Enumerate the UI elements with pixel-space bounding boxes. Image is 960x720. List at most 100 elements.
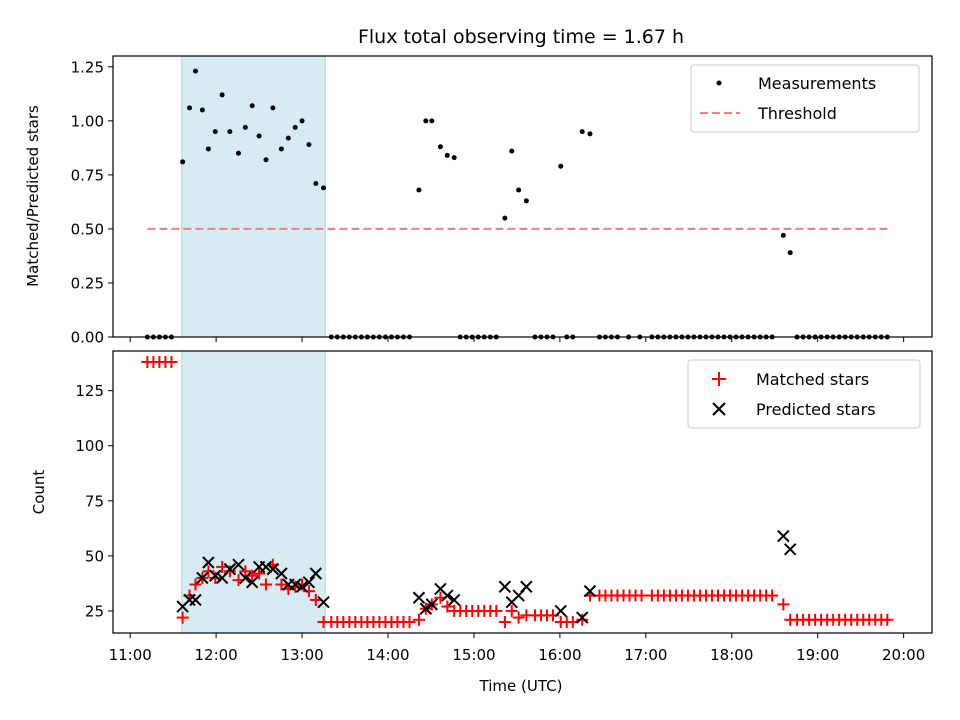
x-tick-label: 19:00 — [796, 646, 839, 664]
top-axes: 0.00 0.25 0.50 0.75 1.00 1.25 Matched/Predict… — [24, 55, 933, 347]
measurement-point — [227, 129, 233, 135]
measurement-point — [321, 185, 327, 191]
predicted-star-point — [317, 595, 330, 609]
predicted-star-point — [196, 571, 209, 585]
matched-star-point — [302, 585, 315, 598]
predicted-star-point — [419, 602, 433, 615]
matched-star-point — [189, 578, 202, 591]
matched-star-point — [259, 578, 272, 591]
y-tick-label: 100 — [75, 437, 104, 455]
predicted-star-point — [239, 571, 252, 585]
predicted-star-point — [275, 567, 288, 580]
measurement-point — [416, 187, 422, 193]
top-legend: Measurements Threshold — [690, 64, 920, 133]
matched-star-point — [505, 604, 518, 617]
predicted-star-point — [295, 580, 309, 593]
measurement-point — [193, 68, 199, 74]
x-tick-label: 16:00 — [538, 646, 581, 664]
measurement-point — [270, 105, 276, 111]
y-tick-label: 0.75 — [71, 166, 104, 184]
matched-star-point — [216, 560, 229, 573]
bottom-y-ticks: 25 50 75 100 125 — [75, 382, 113, 620]
predicted-stars-points — [176, 529, 797, 624]
matched-star-point — [239, 565, 252, 578]
matched-star-point — [881, 613, 894, 626]
predicted-star-point — [583, 584, 597, 598]
measurement-point — [180, 159, 186, 165]
matched-star-point — [441, 600, 454, 613]
y-tick-label: 25 — [85, 602, 104, 620]
matched-star-point — [490, 604, 503, 617]
measurement-point — [186, 105, 192, 111]
measurement-point — [516, 187, 522, 193]
measurement-point — [523, 198, 529, 204]
measurement-point — [558, 163, 564, 169]
measurement-point — [502, 215, 508, 221]
x-tick-label: 17:00 — [624, 646, 667, 664]
measurement-point — [509, 148, 515, 154]
measurement-point — [437, 144, 443, 150]
predicted-star-point — [554, 604, 567, 618]
matched-star-point — [202, 565, 215, 578]
matched-star-point — [498, 615, 511, 628]
legend-predicted-label: Predicted stars — [756, 400, 876, 419]
measurement-point — [292, 124, 298, 130]
measurement-point — [285, 135, 291, 141]
predicted-star-point — [783, 543, 797, 556]
measurement-point — [242, 124, 248, 130]
y-tick-label: 125 — [75, 382, 104, 400]
top-x-ticks — [129, 337, 905, 342]
measurement-point — [212, 129, 218, 135]
matched-star-point — [275, 578, 288, 591]
bottom-legend: Matched stars Predicted stars — [687, 359, 921, 429]
measurement-point — [429, 118, 435, 124]
matched-star-point — [309, 593, 322, 606]
x-tick-label: 12:00 — [195, 646, 238, 664]
bottom-x-ticks: 11:00 12:00 13:00 14:00 15:00 16:00 17:00 18:00… — [109, 633, 925, 664]
measurement-point — [263, 157, 269, 163]
top-shaded-region — [181, 55, 326, 338]
measurement-point — [451, 155, 457, 161]
predicted-star-point — [246, 576, 259, 589]
predicted-star-point — [202, 556, 215, 569]
predicted-star-point — [302, 576, 316, 589]
x-tick-label: 13:00 — [280, 646, 323, 664]
legend-measurements-label: Measurements — [758, 74, 876, 93]
matched-star-point — [209, 571, 222, 584]
matched-star-point — [253, 567, 266, 580]
x-tick-label: 18:00 — [710, 646, 753, 664]
measurement-point — [444, 152, 450, 158]
legend-predicted-marker — [712, 402, 726, 416]
matched-star-point — [635, 589, 648, 602]
predicted-star-point — [441, 589, 454, 602]
bottom-plot-frame — [112, 350, 933, 634]
measurement-point — [787, 250, 793, 256]
measurement-point — [299, 118, 305, 124]
predicted-star-point — [232, 558, 245, 571]
bottom-y-axis-label: Count — [30, 470, 48, 515]
legend-threshold-label: Threshold — [757, 104, 837, 123]
predicted-star-point — [259, 560, 273, 574]
y-tick-label: 50 — [85, 547, 104, 565]
top-legend-box — [690, 64, 920, 133]
top-y-ticks: 0.00 0.25 0.50 0.75 1.00 1.25 — [71, 58, 113, 347]
matched-star-point — [403, 615, 416, 628]
measurement-point — [313, 181, 319, 187]
predicted-star-point — [223, 562, 237, 576]
x-tick-label: 11:00 — [109, 646, 152, 664]
measurement-point — [205, 146, 211, 152]
matched-star-point — [512, 611, 525, 624]
measurement-point — [199, 107, 205, 113]
matched-star-point — [777, 598, 790, 611]
predicted-star-point — [777, 529, 790, 543]
measurement-point — [249, 103, 255, 109]
matched-star-point — [165, 356, 178, 369]
predicted-star-point — [189, 593, 202, 607]
predicted-star-point — [576, 611, 589, 624]
predicted-star-point — [412, 591, 426, 604]
bottom-axes: 25 50 75 100 125 11:00 12:00 13:00 14:00 15:00 16… — [30, 350, 933, 695]
y-tick-label: 1.25 — [71, 58, 104, 76]
y-tick-label: 0.00 — [71, 329, 104, 347]
top-plot-frame — [112, 55, 933, 338]
